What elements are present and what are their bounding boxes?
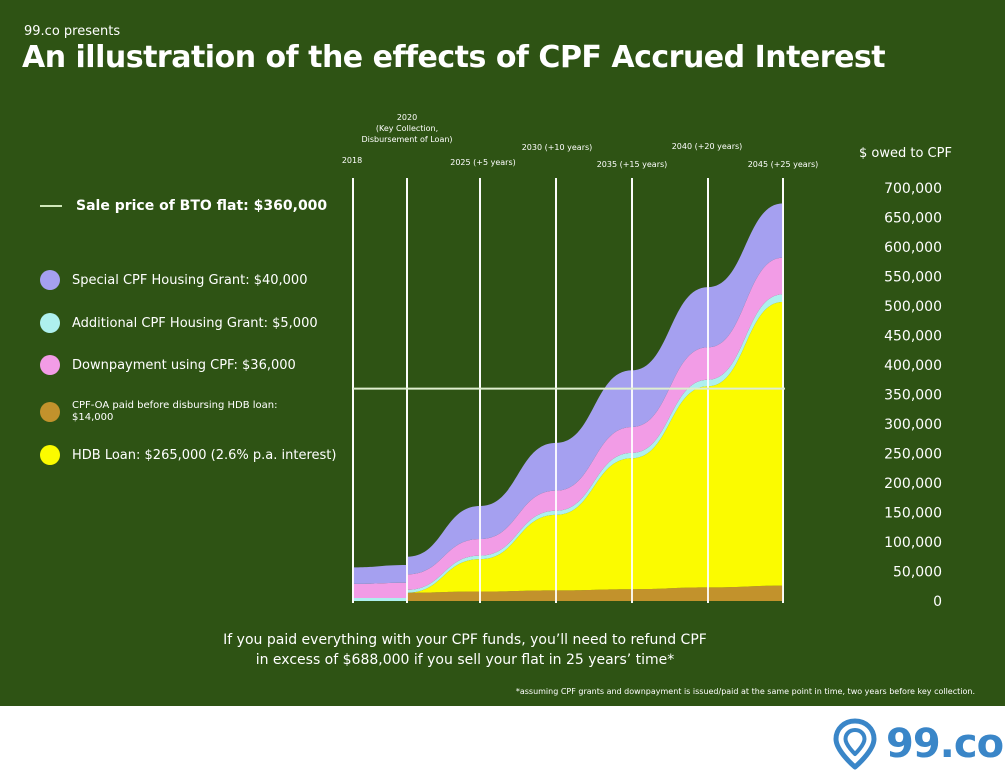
area-special-cpf-housing-grant — [407, 203, 783, 575]
area-cpf-oa-paid-before-disbursing-hdb-loan — [407, 585, 783, 601]
legend-item-cpf-oa: CPF-OA paid before disbursing HDB loan: … — [40, 400, 292, 424]
x-tick-label: 2020 — [397, 113, 417, 122]
legend-item-hdb-loan: HDB Loan: $265,000 (2.6% p.a. interest) — [40, 445, 336, 465]
brand-logo: 99.co — [832, 716, 1004, 772]
legend-sale-price: Sale price of BTO flat: $360,000 — [40, 198, 327, 214]
sale-price-line-icon — [40, 205, 62, 207]
y-axis-label: $ owed to CPF — [859, 146, 952, 161]
x-tick-label: 2040 (+20 years) — [672, 142, 743, 151]
legend-item-label: Downpayment using CPF: $36,000 — [72, 357, 296, 373]
legend-item-label: CPF-OA paid before disbursing HDB loan: … — [72, 400, 278, 423]
y-tick-label: 150,000 — [884, 506, 942, 522]
area-downpayment-using-cpf — [353, 582, 407, 599]
legend-item-label: Special CPF Housing Grant: $40,000 — [72, 272, 308, 288]
x-tick-label: 2035 (+15 years) — [597, 160, 668, 169]
area-hdb-loan — [407, 301, 783, 593]
legend-item-additional-grant: Additional CPF Housing Grant: $5,000 — [40, 313, 318, 333]
y-tick-label: 300,000 — [884, 417, 942, 433]
legend-swatch-icon — [40, 313, 60, 333]
legend-sale-price-label: Sale price of BTO flat: $360,000 — [76, 198, 328, 214]
x-tick-label: (Key Collection, — [376, 124, 438, 133]
footnote-line-1: If you paid everything with your CPF fun… — [223, 632, 707, 648]
x-tick-label: 2018 — [342, 156, 362, 165]
legend-item-label: Additional CPF Housing Grant: $5,000 — [72, 315, 318, 331]
y-tick-label: 50,000 — [893, 565, 942, 581]
y-tick-label: 0 — [933, 594, 942, 610]
area-downpayment-using-cpf — [407, 257, 783, 590]
y-tick-label: 400,000 — [884, 358, 942, 374]
x-tick-label: 2045 (+25 years) — [748, 160, 819, 169]
footnote-assumption: *assuming CPF grants and downpayment is … — [515, 687, 975, 696]
y-tick-label: 500,000 — [884, 299, 942, 315]
y-tick-label: 700,000 — [884, 181, 942, 197]
infographic-panel: 99.co presents An illustration of the ef… — [0, 0, 1005, 706]
brand-logo-text: 99.co — [886, 721, 1004, 767]
legend-swatch-icon — [40, 402, 60, 422]
page-title: An illustration of the effects of CPF Ac… — [22, 40, 886, 75]
footnote-line-2: in excess of $688,000 if you sell your f… — [255, 652, 675, 668]
location-pin-icon — [833, 718, 877, 770]
legend-swatch-icon — [40, 355, 60, 375]
y-tick-label: 650,000 — [884, 211, 942, 227]
x-tick-label: 2030 (+10 years) — [522, 143, 593, 152]
y-tick-label: 350,000 — [884, 388, 942, 404]
y-tick-label: 100,000 — [884, 535, 942, 551]
y-tick-label: 600,000 — [884, 240, 942, 256]
x-tick-label: 2025 (+5 years) — [450, 158, 516, 167]
legend-swatch-icon — [40, 445, 60, 465]
legend-item-downpayment: Downpayment using CPF: $36,000 — [40, 355, 296, 375]
legend-item-label: HDB Loan: $265,000 (2.6% p.a. interest) — [72, 447, 337, 463]
kicker-text: 99.co presents — [24, 24, 121, 39]
y-tick-label: 200,000 — [884, 476, 942, 492]
legend-swatch-icon — [40, 270, 60, 290]
area-special-cpf-housing-grant — [353, 565, 407, 584]
stacked-area-chart: 0 50,000 100,000 150,000 200,000 250,000 300,0… — [342, 113, 952, 610]
y-tick-label: 450,000 — [884, 329, 942, 345]
x-tick-label: Disbursement of Loan) — [361, 135, 452, 144]
footnote-main: If you paid everything with your CPF fun… — [0, 630, 930, 670]
y-tick-label: 550,000 — [884, 270, 942, 286]
legend-item-special-grant: Special CPF Housing Grant: $40,000 — [40, 270, 307, 290]
y-tick-label: 250,000 — [884, 447, 942, 463]
area-additional-cpf-housing-grant — [353, 598, 407, 601]
